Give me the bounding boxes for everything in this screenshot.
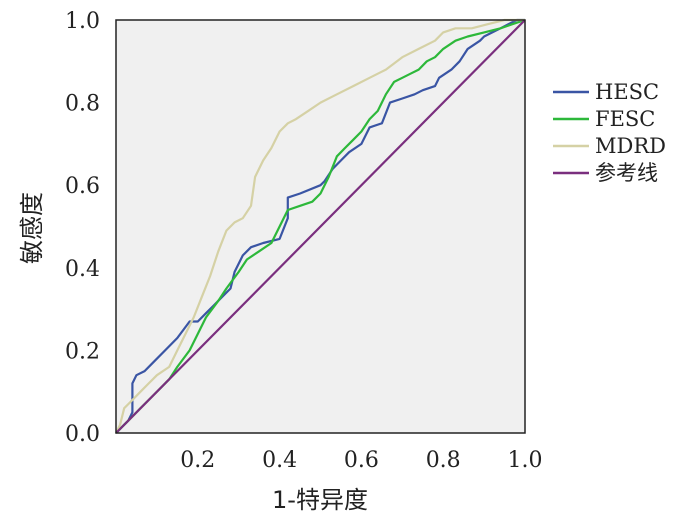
x-tick-label: 0.8 bbox=[426, 448, 461, 473]
y-tick-label: 0.6 bbox=[65, 174, 100, 199]
y-tick-label: 1.0 bbox=[65, 9, 100, 34]
y-tick-label: 0.2 bbox=[65, 339, 100, 364]
y-tick-label: 0.0 bbox=[65, 422, 100, 447]
x-axis-title: 1-特异度 bbox=[272, 486, 368, 514]
x-tick-label: 0.4 bbox=[262, 448, 297, 473]
series-line-2 bbox=[115, 18, 525, 434]
plot-frame bbox=[115, 19, 526, 434]
tick-layer: 0.2 0.4 0.6 0.8 1.0 0.0 0.2 0.4 0.6 0.8 1.0 bbox=[65, 9, 543, 473]
series-line-3 bbox=[115, 19, 526, 434]
x-tick-label: 0.6 bbox=[344, 448, 379, 473]
legend-label: 参考线 bbox=[595, 161, 658, 185]
series-layer bbox=[115, 18, 526, 434]
y-axis-title: 敏感度 bbox=[18, 192, 46, 264]
y-tick-label: 0.8 bbox=[65, 92, 100, 117]
legend-label: MDRD bbox=[595, 134, 666, 158]
legend: HESC FESC MDRD 参考线 bbox=[553, 80, 666, 185]
legend-label: FESC bbox=[595, 107, 655, 131]
x-tick-label: 1.0 bbox=[508, 448, 543, 473]
x-tick-label: 0.2 bbox=[180, 448, 215, 473]
series-line-1 bbox=[115, 18, 526, 434]
series-line-0 bbox=[115, 18, 525, 434]
legend-label: HESC bbox=[595, 80, 659, 104]
y-tick-label: 0.4 bbox=[65, 257, 100, 282]
